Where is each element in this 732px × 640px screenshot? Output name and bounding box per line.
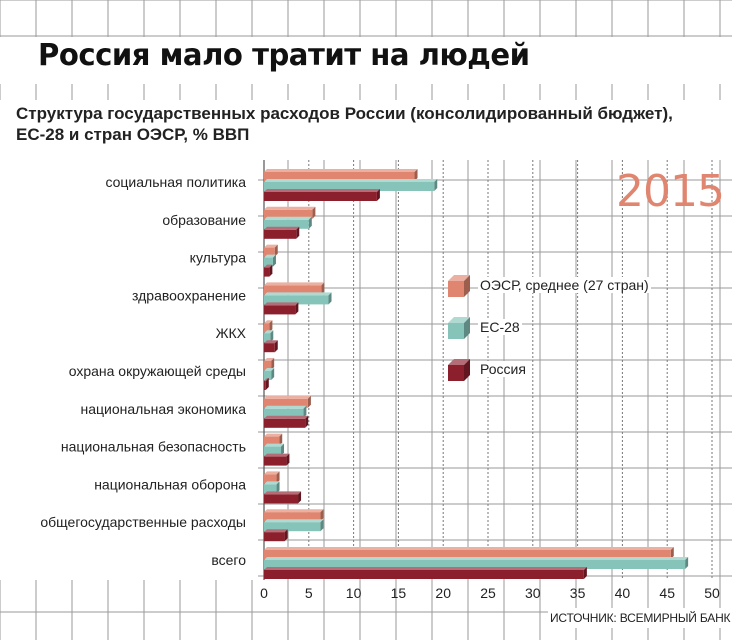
category-label: национальная экономика: [80, 401, 246, 417]
x-tick-label: 15: [391, 585, 407, 601]
bar: [264, 557, 689, 569]
legend-item-oecd: ОЭСР, среднее (27 стран): [448, 275, 651, 297]
category-label: охрана окружающей среды: [69, 363, 246, 379]
bar: [264, 216, 312, 229]
source-note: ИСТОЧНИК: ВСЕМИРНЫЙ БАНК: [550, 611, 731, 625]
legend-label-oecd: ОЭСР, среднее (27 стран): [478, 277, 651, 293]
bar: [264, 358, 275, 370]
bar: [264, 292, 332, 305]
bar: [264, 443, 285, 456]
legend-item-eu28: ЕС-28: [448, 317, 522, 339]
legend-label-eu28: ЕС-28: [478, 319, 522, 335]
category-label: ЖКХ: [216, 325, 247, 341]
bar: [264, 405, 307, 418]
x-tick-label: 50: [704, 585, 720, 601]
legend-swatch-shape: [448, 359, 470, 381]
legend-swatch-eu28: [448, 317, 470, 339]
source-band: [548, 608, 732, 628]
category-label: национальная оборона: [94, 476, 246, 492]
bar: [264, 179, 438, 191]
bar: [264, 378, 269, 390]
bar: [264, 320, 273, 333]
title-band: [0, 37, 732, 84]
legend-label-russia: Россия: [478, 361, 528, 377]
x-tick-label: 10: [346, 585, 362, 601]
bar: [264, 244, 278, 257]
x-tick-label: 45: [659, 585, 675, 601]
bar: [264, 189, 380, 201]
x-tick-label: 30: [525, 585, 541, 601]
bar: [264, 471, 280, 484]
bar: [264, 302, 299, 315]
subtitle-band: [0, 100, 732, 160]
bar: [264, 254, 276, 267]
legend-swatch-russia: [448, 359, 470, 381]
bar: [264, 519, 324, 532]
legend-item-russia: Россия: [448, 359, 528, 381]
bar: [264, 169, 418, 181]
legend-swatch-shape: [448, 317, 470, 339]
category-label: национальная безопасность: [61, 439, 246, 455]
bar: [264, 547, 674, 559]
bar: [264, 433, 283, 446]
category-label: всего: [211, 552, 246, 568]
x-tick-label: 35: [570, 585, 586, 601]
category-label: здравоохранение: [132, 287, 246, 303]
x-tick-label: 0: [260, 585, 268, 601]
x-tick-label: 25: [480, 585, 496, 601]
year-label: 2015: [616, 166, 725, 217]
legend-swatch-shape: [448, 275, 470, 297]
bar: [264, 395, 311, 408]
category-label: социальная политика: [105, 174, 246, 190]
bar: [264, 206, 316, 219]
bar: [264, 509, 324, 522]
category-label: образование: [162, 212, 246, 228]
bar: [264, 226, 300, 239]
chart-title: Россия мало тратит на людей: [38, 38, 530, 73]
legend-swatch-oecd: [448, 275, 470, 297]
category-label: общегосударственные расходы: [40, 514, 246, 530]
bar: [264, 282, 325, 295]
bar: [264, 330, 274, 343]
x-tick-label: 5: [305, 585, 313, 601]
category-label: культура: [190, 250, 247, 266]
bar: [264, 481, 280, 494]
bar: [264, 529, 288, 542]
bar: [264, 453, 290, 466]
bar: [264, 264, 273, 277]
bar: [264, 415, 309, 428]
bar: [264, 567, 587, 579]
bar: [264, 340, 278, 353]
x-tick-label: 20: [435, 585, 451, 601]
chart-subtitle: Структура государственных расходов Росси…: [16, 104, 673, 144]
bar: [264, 491, 302, 504]
bar: [264, 368, 275, 380]
x-tick-label: 40: [615, 585, 631, 601]
category-labels-band: [0, 160, 258, 580]
